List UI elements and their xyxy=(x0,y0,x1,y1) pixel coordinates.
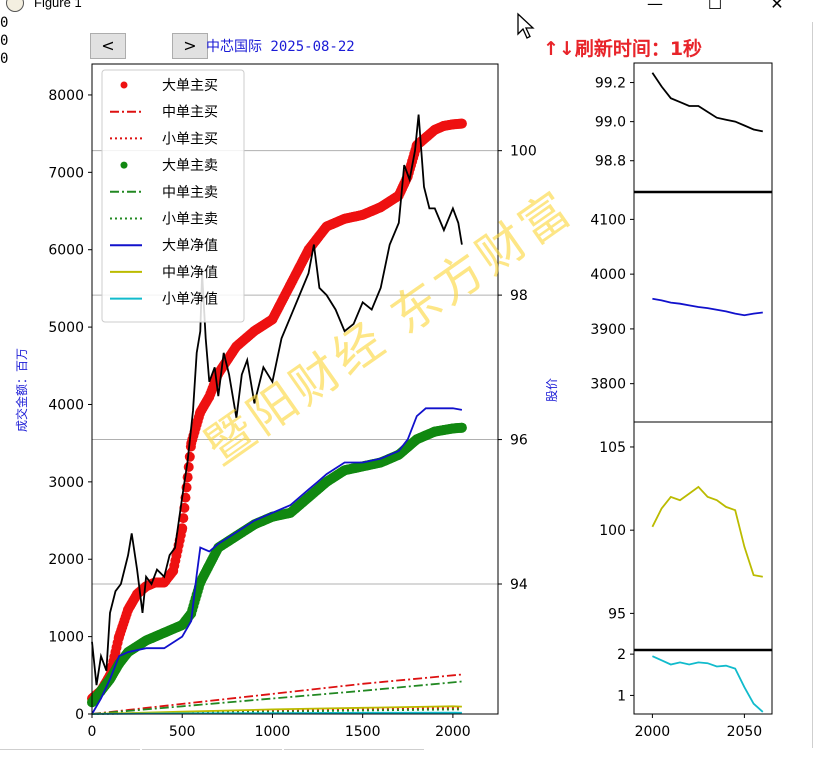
y-axis-label: 成交金额：百万 xyxy=(14,348,29,432)
data-point xyxy=(177,523,188,534)
price-line xyxy=(91,114,463,686)
y-tick-label: 4000 xyxy=(48,397,84,413)
status-strip xyxy=(0,748,816,758)
panel-y-tick-label: 4100 xyxy=(590,212,626,228)
legend-label: 大单主买 xyxy=(162,78,218,94)
status-segment xyxy=(0,749,140,756)
legend-marker xyxy=(120,81,128,89)
minimize-button[interactable]: — xyxy=(647,0,663,13)
y-tick-label: 3000 xyxy=(48,475,84,491)
panel-y-tick-label: 105 xyxy=(599,440,626,456)
panel-y-tick-label: 3800 xyxy=(590,377,626,393)
panel-y-tick-label: 95 xyxy=(608,606,626,622)
sliver-text: 0 xyxy=(0,33,9,49)
legend-label: 中单主卖 xyxy=(162,185,218,201)
data-point xyxy=(178,513,189,524)
data-point xyxy=(456,422,467,433)
x-tick-label: 1500 xyxy=(345,724,381,740)
panel-1-line xyxy=(651,72,763,133)
data-point xyxy=(456,118,467,129)
legend-label: 小单主买 xyxy=(162,131,218,147)
y-tick-label: 2000 xyxy=(48,552,84,568)
panel-y-tick-label: 3900 xyxy=(590,322,626,338)
panel-2-line xyxy=(652,297,763,317)
series-4-markers xyxy=(87,422,467,708)
status-segment xyxy=(142,749,282,756)
maximize-button[interactable]: ☐ xyxy=(707,0,723,13)
window-title: Figure 1 xyxy=(34,0,82,10)
sliver-text: 0 xyxy=(0,15,9,31)
legend-label: 小单净值 xyxy=(162,292,218,308)
series-8-line xyxy=(91,705,462,715)
y-tick-label: 8000 xyxy=(48,88,84,104)
panel-y-tick-label: 99.2 xyxy=(595,76,626,92)
y-tick-label: 0 xyxy=(75,707,84,723)
panel-4-line xyxy=(652,655,764,713)
y-tick-label: 7000 xyxy=(48,165,84,181)
forward-button[interactable]: > xyxy=(172,33,208,59)
x-tick-label: 2000 xyxy=(435,724,471,740)
legend-label: 中单净值 xyxy=(162,265,218,281)
series-2-line xyxy=(91,673,462,715)
panel-y-tick-label: 1 xyxy=(617,688,626,704)
panel-1-frame xyxy=(633,62,773,193)
y2-axis-label: 股价 xyxy=(545,378,559,402)
x-tick-label: 1000 xyxy=(255,724,291,740)
panel-y-tick-label: 2 xyxy=(617,647,626,663)
sliver-text: 0 xyxy=(0,51,9,67)
panel-y-tick-label: 100 xyxy=(599,523,626,539)
y2-tick-label: 98 xyxy=(510,288,528,304)
refresh-interval-text: ↑↓刷新时间：1秒 xyxy=(543,38,703,60)
series-7-line xyxy=(91,407,463,715)
window-titlebar: Figure 1 — ☐ ✕ xyxy=(0,0,816,22)
panel-y-tick-label: 99.0 xyxy=(595,115,626,131)
legend-label: 大单主卖 xyxy=(162,158,218,174)
panel-y-tick-label: 98.8 xyxy=(595,154,626,170)
y-tick-label: 6000 xyxy=(48,243,84,259)
mouse-cursor-icon xyxy=(517,12,535,39)
legend-marker xyxy=(120,161,128,169)
panel-x-tick-label: 2000 xyxy=(635,724,671,740)
window-border xyxy=(812,22,813,758)
y-tick-label: 1000 xyxy=(48,630,84,646)
x-tick-label: 0 xyxy=(88,724,97,740)
close-button[interactable]: ✕ xyxy=(770,0,784,13)
chart-title: 中芯国际 2025-08-22 xyxy=(206,39,355,55)
legend-label: 小单主卖 xyxy=(162,212,218,228)
panel-x-tick-label: 2050 xyxy=(727,724,763,740)
panel-3-line xyxy=(651,485,763,578)
data-point xyxy=(184,451,195,462)
panel-y-tick-label: 4000 xyxy=(590,267,626,283)
series-1-markers xyxy=(87,118,467,704)
panel-3-frame xyxy=(633,421,773,651)
legend-label: 大单净值 xyxy=(162,238,218,254)
background-window-sliver: 0 0 0 xyxy=(0,14,12,74)
y2-tick-label: 100 xyxy=(510,144,537,160)
x-tick-label: 500 xyxy=(169,724,196,740)
y2-tick-label: 94 xyxy=(510,577,528,593)
data-point xyxy=(183,462,194,472)
y2-tick-label: 96 xyxy=(510,433,528,449)
y-tick-label: 5000 xyxy=(48,320,84,336)
status-segment xyxy=(284,749,424,756)
legend-box xyxy=(101,69,245,323)
plot-frame xyxy=(91,63,499,715)
panel-4-frame xyxy=(633,649,773,715)
back-button[interactable]: < xyxy=(90,33,126,59)
legend-label: 中单主买 xyxy=(162,105,218,121)
